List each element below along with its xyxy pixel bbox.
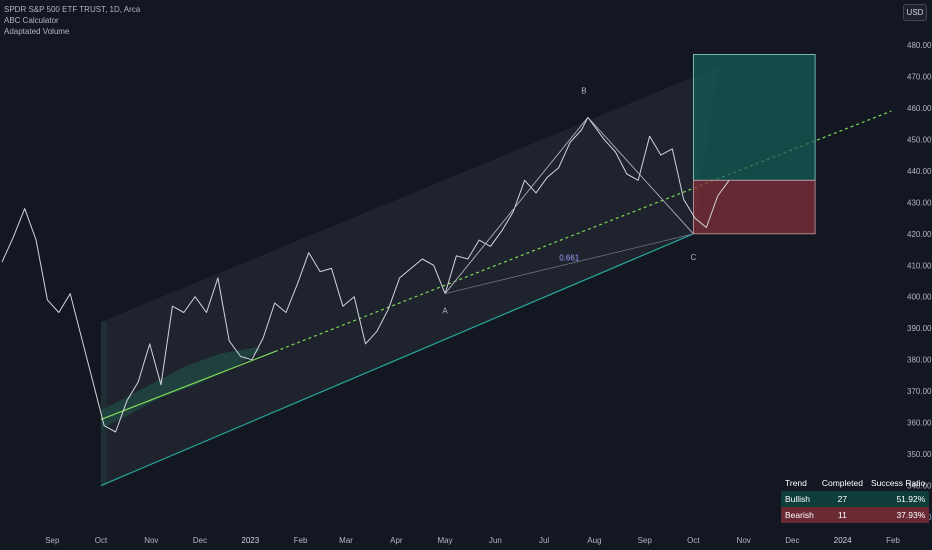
x-tick-label: Feb — [294, 536, 308, 545]
y-tick-label: 350.00 — [907, 450, 932, 459]
x-tick-label: 2024 — [834, 536, 852, 545]
stats-table: Trend Completed Success Ratio Bullish 27… — [781, 475, 930, 523]
indicator-label-volume[interactable]: Adaptated Volume — [4, 27, 70, 36]
y-tick-label: 470.00 — [907, 72, 932, 81]
price-series-line — [1, 116, 730, 433]
x-tick-label: Jul — [539, 536, 549, 545]
stats-row-bullish: Bullish 27 51.92% — [781, 491, 930, 507]
x-tick-label: Dec — [193, 536, 207, 545]
bearish-ratio: 37.93% — [866, 507, 930, 523]
y-tick-label: 430.00 — [907, 198, 932, 207]
bullish-ratio: 51.92% — [866, 491, 930, 507]
stats-header-row: Trend Completed Success Ratio — [781, 475, 929, 491]
x-tick-label: Dec — [785, 536, 799, 545]
bearish-completed: 11 — [817, 507, 867, 523]
x-tick-label: Sep — [45, 536, 60, 545]
y-tick-label: 450.00 — [907, 135, 932, 144]
x-tick-label: Feb — [886, 536, 900, 545]
y-tick-label: 370.00 — [907, 387, 932, 396]
x-tick-label: May — [438, 536, 453, 545]
abc-label-c: C — [690, 253, 696, 262]
bullish-trend: Bullish — [781, 491, 818, 507]
y-tick-label: 380.00 — [907, 356, 932, 365]
abc-leg-ab — [444, 117, 589, 294]
x-tick-label: Aug — [587, 536, 601, 545]
indicator-label-abc[interactable]: ABC Calculator — [4, 16, 59, 25]
x-tick-label: Nov — [144, 536, 158, 545]
channel-area — [101, 67, 718, 486]
x-tick-label: Apr — [390, 536, 403, 545]
volume-profile-base — [101, 321, 107, 486]
x-tick-label: Oct — [687, 536, 700, 545]
y-tick-label: 440.00 — [907, 167, 932, 176]
abc-ratio-label: 0.661 — [559, 254, 580, 263]
y-tick-label: 420.00 — [907, 230, 932, 239]
x-tick-label: Nov — [737, 536, 751, 545]
header-success-ratio: Success Ratio — [870, 478, 926, 488]
bearish-trend: Bearish — [781, 507, 818, 523]
channel-mid-line-extension — [274, 110, 892, 353]
y-tick-label: 340.00 — [907, 482, 932, 491]
x-tick-label: 2023 — [241, 536, 259, 545]
stats-row-bearish: Bearish 11 37.93% — [781, 507, 930, 523]
header-completed: Completed — [821, 478, 863, 488]
channel-mid-line — [100, 351, 276, 421]
currency-button[interactable]: USD — [903, 4, 927, 21]
x-tick-label: Sep — [638, 536, 653, 545]
y-tick-label: 480.00 — [907, 41, 932, 50]
abc-label-b: B — [581, 86, 586, 95]
header-trend: Trend — [785, 478, 807, 488]
stop-zone[interactable] — [692, 179, 816, 235]
abc-label-a: A — [442, 307, 448, 316]
bullish-completed: 27 — [817, 491, 867, 507]
x-tick-label: Oct — [95, 536, 108, 545]
chart-title: SPDR S&P 500 ETF TRUST, 1D, Arca — [4, 5, 141, 14]
abc-leg-ac — [444, 233, 694, 294]
y-tick-label: 460.00 — [907, 104, 932, 113]
y-tick-label: 400.00 — [907, 293, 932, 302]
y-tick-label: 410.00 — [907, 261, 932, 270]
channel-lower-line — [100, 233, 694, 487]
y-tick-label: 390.00 — [907, 324, 932, 333]
abc-leg-bc — [587, 117, 694, 235]
x-tick-label: Mar — [339, 536, 353, 545]
x-tick-label: Jun — [489, 536, 502, 545]
y-tick-label: 360.00 — [907, 419, 932, 428]
target-zone[interactable] — [692, 54, 816, 181]
